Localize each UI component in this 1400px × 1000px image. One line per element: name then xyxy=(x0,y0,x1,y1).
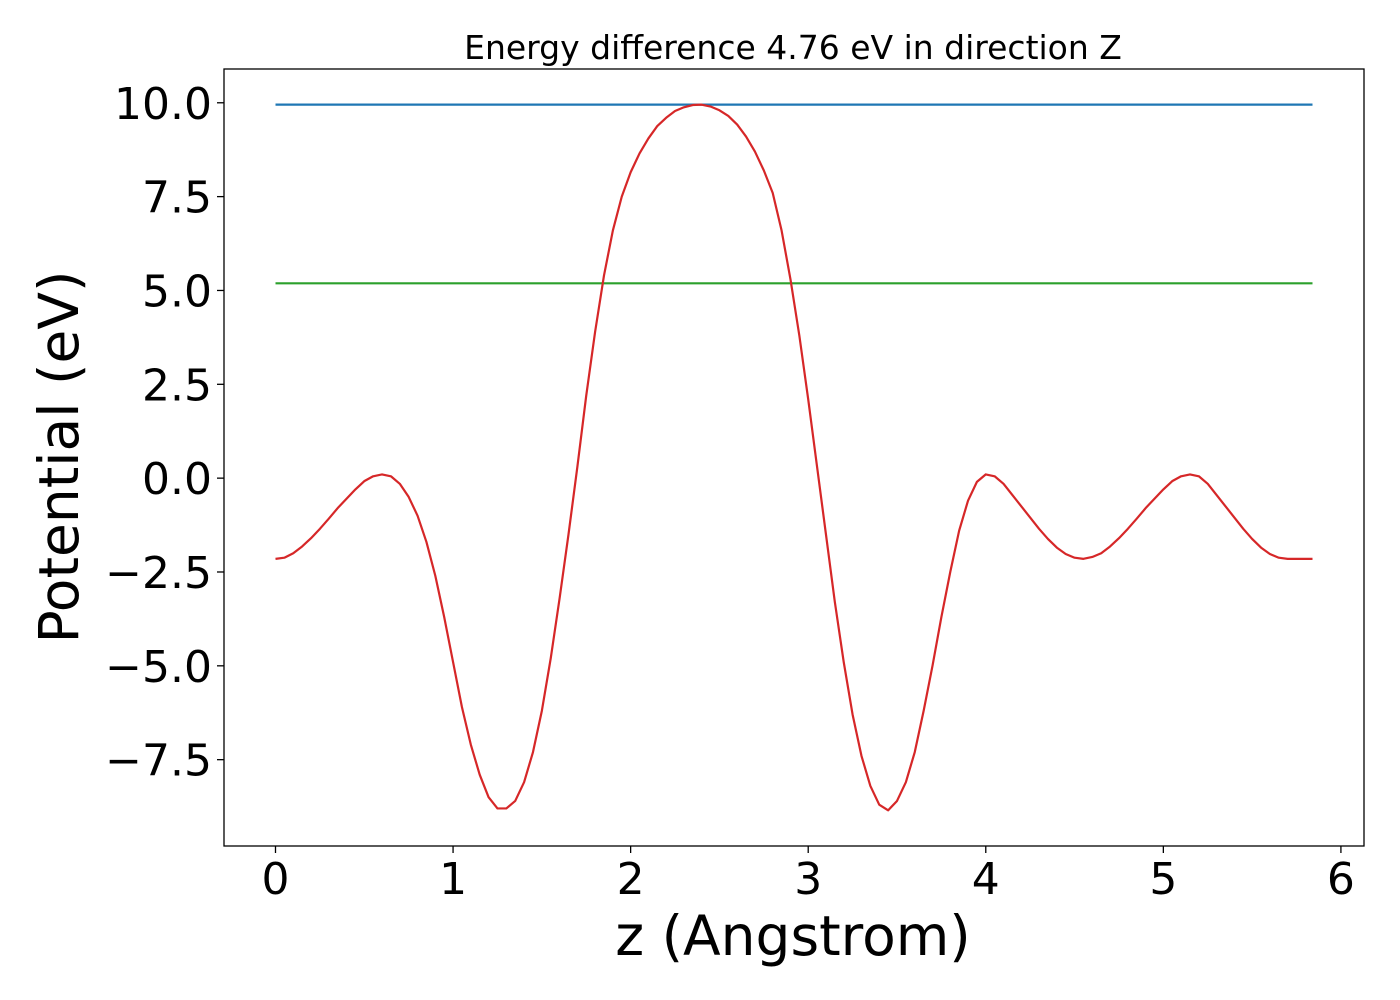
y-tick-label: −7.5 xyxy=(105,736,212,787)
y-tick-label: −5.0 xyxy=(105,642,212,693)
series-layer xyxy=(275,103,1313,812)
x-axis-label: z (Angstrom) xyxy=(615,904,971,968)
x-axis: 0 1 2 3 4 5 6 xyxy=(261,846,1355,905)
x-tick-label: 3 xyxy=(794,854,822,905)
y-tick-label: 2.5 xyxy=(142,360,212,411)
y-tick-label: 10.0 xyxy=(114,79,212,130)
x-tick-label: 2 xyxy=(617,854,645,905)
x-tick-label: 1 xyxy=(439,854,467,905)
plot-area xyxy=(223,68,1365,847)
y-axis-label: Potential (eV) xyxy=(27,271,91,644)
x-tick-label: 6 xyxy=(1327,854,1355,905)
x-tick-label: 4 xyxy=(972,854,1000,905)
y-tick-label: 7.5 xyxy=(142,173,212,224)
x-tick-label: 5 xyxy=(1149,854,1177,905)
x-tick-label: 0 xyxy=(261,854,289,905)
y-tick-label: 0.0 xyxy=(142,454,212,505)
y-tick-label: 5.0 xyxy=(142,266,212,317)
y-tick-label: −2.5 xyxy=(105,548,212,599)
plot-frame xyxy=(223,68,1365,847)
chart-title: Energy difference 4.76 eV in direction Z xyxy=(464,28,1122,67)
y-axis: 10.0 7.5 5.0 2.5 0.0 −2.5 −5.0 −7.5 xyxy=(105,79,224,787)
series-line-3 xyxy=(275,103,1313,812)
